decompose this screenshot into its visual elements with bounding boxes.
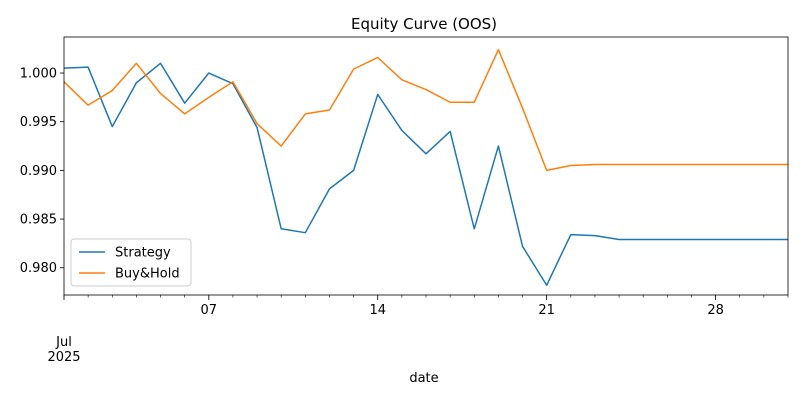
legend-label: Buy&Hold [115, 267, 180, 282]
chart-title: Equity Curve (OOS) [351, 15, 497, 33]
x-tick-label: 28 [707, 303, 724, 318]
legend: Strategy Buy&Hold [70, 238, 192, 287]
series-line-0 [63, 62, 788, 287]
y-tick-label: 0.985 [20, 213, 57, 228]
y-tick-label: 0.990 [20, 164, 57, 179]
legend-label: Strategy [115, 246, 171, 261]
series-line-1 [63, 48, 788, 172]
x-tick-label: 14 [369, 303, 386, 318]
x-axis-title: date [409, 371, 438, 386]
x-month-label: Jul [55, 335, 72, 350]
legend-box [70, 238, 192, 287]
y-axis: 0.980 0.985 0.990 0.995 1.000 [20, 67, 64, 276]
y-tick-label: 1.000 [20, 67, 57, 82]
x-year-label: 2025 [47, 350, 80, 365]
y-tick-label: 0.995 [20, 115, 57, 130]
y-tick-label: 0.980 [20, 261, 57, 276]
x-tick-label: 07 [201, 303, 218, 318]
x-tick-label: 21 [538, 303, 555, 318]
